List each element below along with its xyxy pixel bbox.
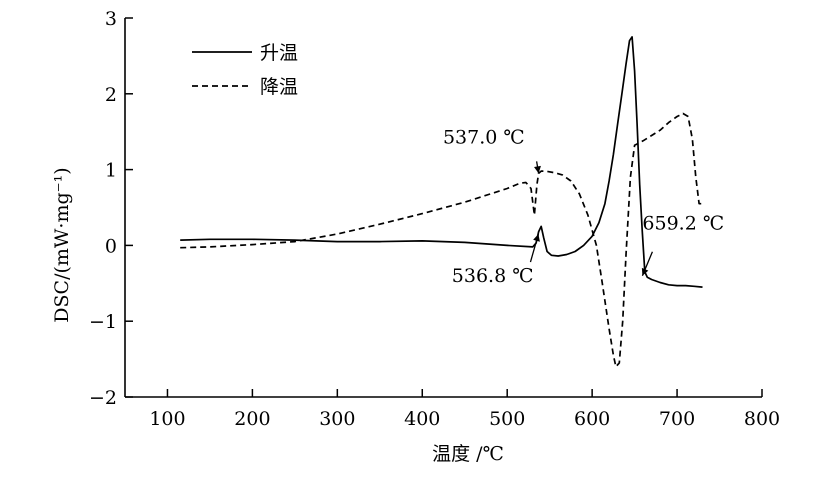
x-tick-label: 300 (319, 408, 355, 430)
legend-label: 降温 (260, 76, 298, 98)
annotation-label: 659.2 ℃ (642, 213, 724, 235)
x-tick-label: 800 (744, 408, 780, 430)
series-line-heating (180, 36, 703, 288)
x-tick-label: 200 (234, 408, 270, 430)
series-line-cooling (180, 112, 703, 368)
x-tick-label: 100 (149, 408, 185, 430)
y-tick-label: 2 (105, 84, 117, 106)
annotation-label: 537.0 ℃ (443, 126, 525, 148)
legend-label: 升温 (260, 42, 298, 64)
axes (124, 18, 762, 398)
annotation-arrowhead (534, 165, 541, 174)
y-axis-title: DSC/(mW·mg⁻¹) (51, 167, 73, 322)
ticks: 100 200 300 400 500 600 700 800 −2 −1 0 1 2 3 (89, 8, 780, 430)
x-axis-title: 温度 /℃ (432, 443, 504, 465)
annotation-arrowhead (641, 267, 649, 276)
y-tick-label: 1 (105, 160, 117, 182)
annotation-label: 536.8 ℃ (452, 265, 534, 287)
annotations: 537.0 ℃ 536.8 ℃ 659.2 ℃ (443, 126, 724, 287)
y-tick-label: −1 (89, 311, 117, 333)
x-tick-label: 600 (574, 408, 610, 430)
y-tick-label: 0 (105, 235, 117, 257)
x-tick-label: 700 (659, 408, 695, 430)
y-tick-label: −2 (89, 387, 117, 409)
y-tick-label: 3 (105, 8, 117, 30)
x-tick-label: 400 (404, 408, 440, 430)
annotation-arrowhead (533, 234, 540, 242)
x-tick-label: 500 (489, 408, 525, 430)
series-layer (180, 36, 703, 368)
